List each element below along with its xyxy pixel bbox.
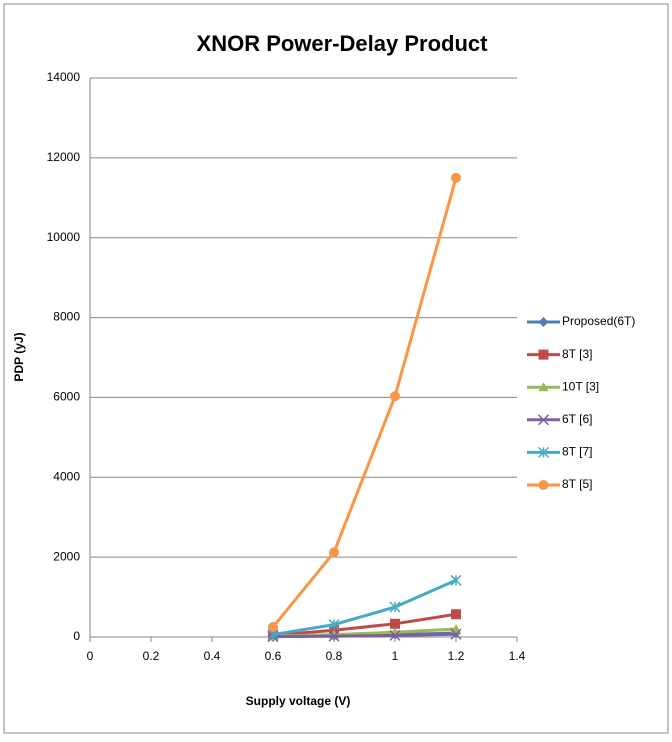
legend-label: 6T [6] xyxy=(562,412,592,426)
marker xyxy=(268,622,278,633)
marker xyxy=(328,630,340,642)
x-tick-label: 0.8 xyxy=(326,649,343,663)
marker xyxy=(389,601,401,613)
marker xyxy=(390,391,400,402)
marker xyxy=(390,618,400,629)
y-tick-label: 12000 xyxy=(47,150,81,164)
marker xyxy=(329,547,339,558)
chart-title: XNOR Power-Delay Product xyxy=(197,31,489,56)
y-tick-label: 8000 xyxy=(53,310,80,324)
marker xyxy=(328,619,340,631)
y-tick-label: 6000 xyxy=(53,390,80,404)
marker xyxy=(451,609,461,620)
legend-label: Proposed(6T) xyxy=(562,314,635,328)
marker xyxy=(450,574,462,586)
series-line xyxy=(272,632,457,639)
chart-border xyxy=(3,3,669,734)
marker xyxy=(538,480,549,490)
marker xyxy=(538,317,549,327)
x-tick-label: 1.4 xyxy=(509,649,526,663)
y-tick-label: 4000 xyxy=(53,469,80,483)
marker xyxy=(537,414,550,426)
marker xyxy=(451,172,461,183)
legend-label: 8T [7] xyxy=(562,445,592,459)
x-tick-label: 0 xyxy=(87,649,94,663)
series-line xyxy=(271,177,458,628)
legend-label: 8T [3] xyxy=(562,347,592,361)
y-tick-label: 2000 xyxy=(53,549,80,563)
y-tick-label: 10000 xyxy=(47,230,81,244)
marker xyxy=(389,629,401,641)
marker xyxy=(537,446,550,458)
series-line xyxy=(272,578,457,637)
y-axis-label: PDP (yJ) xyxy=(12,332,26,381)
x-tick-label: 0.4 xyxy=(204,649,221,663)
series-line xyxy=(272,612,457,637)
legend-label: 8T [5] xyxy=(562,477,592,491)
marker xyxy=(538,349,549,360)
marker xyxy=(450,628,462,640)
x-tick-label: 0.6 xyxy=(265,649,282,663)
y-tick-label: 0 xyxy=(73,629,80,643)
y-tick-label: 14000 xyxy=(47,70,81,84)
marker xyxy=(538,382,549,392)
x-axis-label: Supply voltage (V) xyxy=(246,694,351,708)
legend-label: 10T [3] xyxy=(562,379,599,393)
x-tick-label: 0.2 xyxy=(143,649,160,663)
x-tick-label: 1.2 xyxy=(448,649,465,663)
x-tick-label: 1 xyxy=(392,649,399,663)
